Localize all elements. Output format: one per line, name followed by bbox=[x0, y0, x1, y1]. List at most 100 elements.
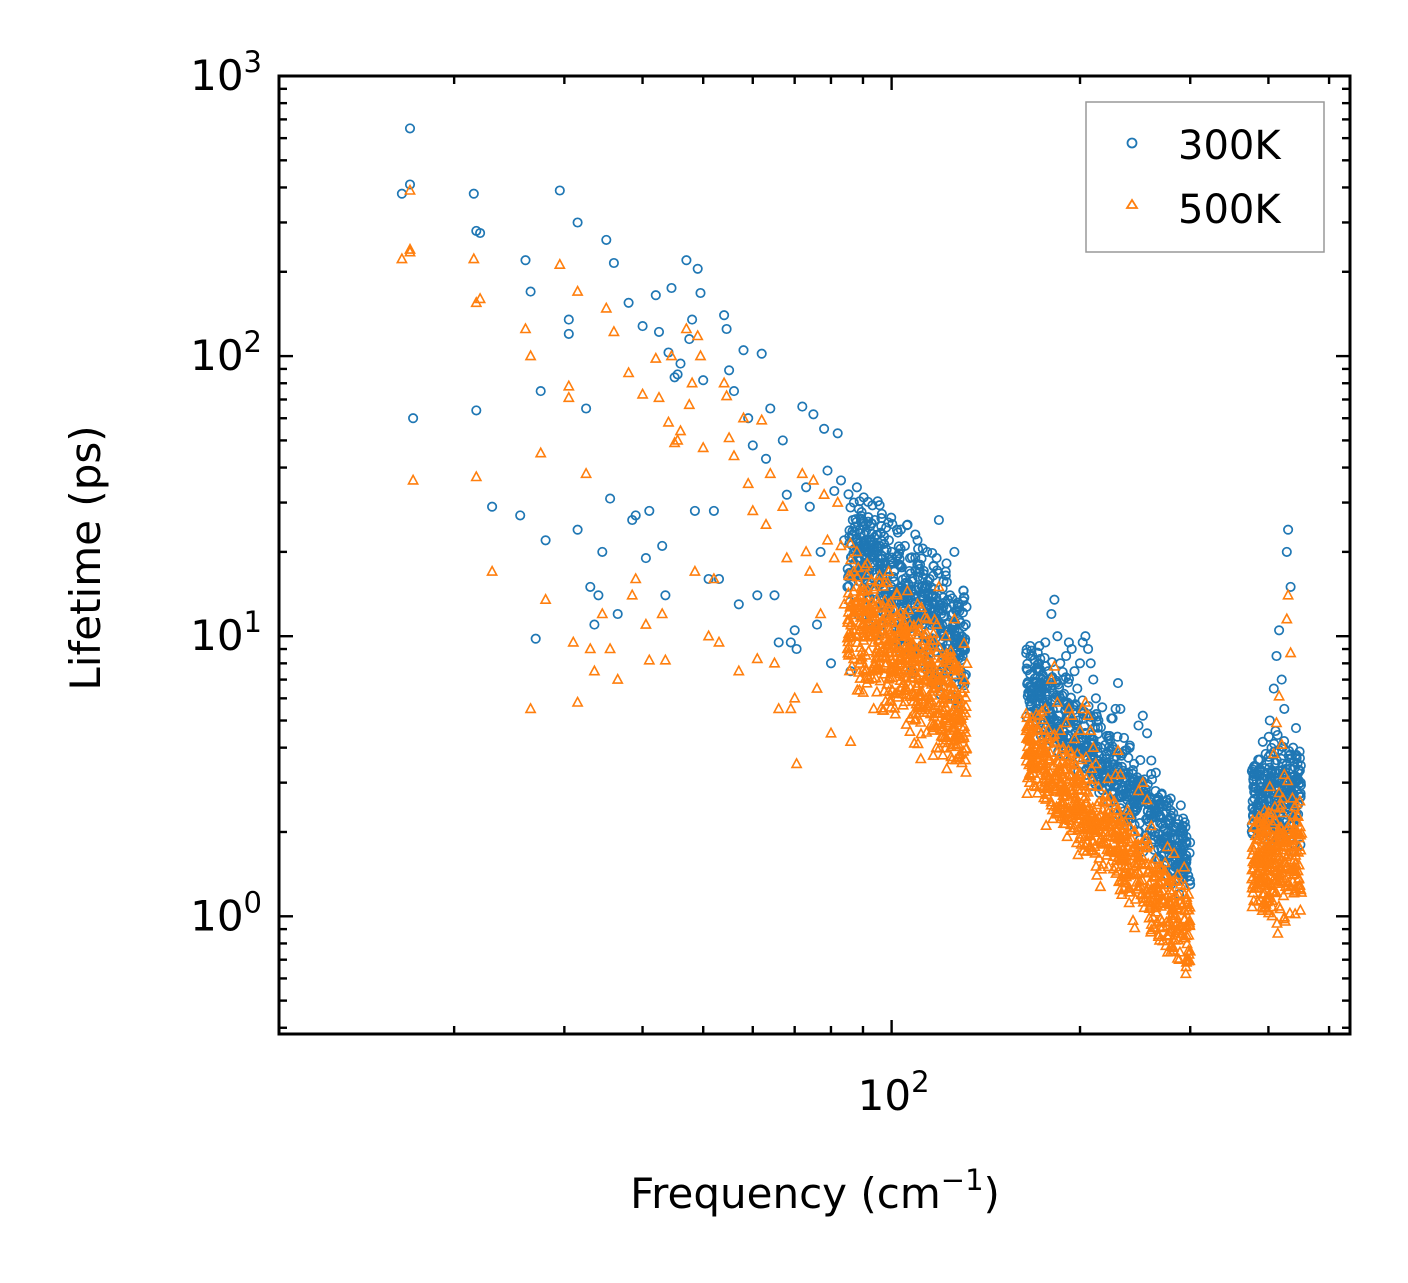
data-point-500k-747 bbox=[901, 645, 914, 657]
data-point-500k-610 bbox=[907, 670, 919, 682]
data-point-500k-1358 bbox=[1080, 750, 1092, 762]
data-point-500k-1333 bbox=[1128, 840, 1141, 852]
data-point-500k-1279 bbox=[1042, 752, 1055, 764]
data-point-500k-1018 bbox=[1179, 879, 1192, 891]
data-point-300k-1243 bbox=[1022, 665, 1033, 676]
data-point-500k-1402 bbox=[1183, 900, 1196, 912]
data-point-500k-1616 bbox=[1246, 900, 1259, 912]
data-point-500k-452 bbox=[842, 648, 855, 660]
data-point-300k-139 bbox=[1049, 594, 1060, 605]
data-point-500k-54 bbox=[718, 376, 731, 388]
data-point-500k-1364 bbox=[1179, 920, 1192, 932]
data-point-500k-1274 bbox=[1085, 804, 1098, 816]
data-point-500k-143 bbox=[1060, 716, 1073, 728]
data-point-300k-853 bbox=[1026, 645, 1037, 656]
data-point-300k-663 bbox=[958, 592, 970, 603]
data-point-300k-127 bbox=[949, 546, 960, 557]
data-point-300k-1559 bbox=[1286, 776, 1298, 787]
data-point-500k-58 bbox=[732, 664, 745, 676]
data-point-500k-676 bbox=[953, 731, 965, 743]
data-point-500k-1365 bbox=[1095, 831, 1108, 843]
data-point-500k-1257 bbox=[1166, 886, 1178, 898]
x-axis-label: Frequency (cm−1) bbox=[630, 1163, 1000, 1218]
data-point-500k-1507 bbox=[1293, 794, 1306, 806]
data-point-300k-24 bbox=[608, 257, 619, 269]
data-point-500k-0 bbox=[395, 252, 408, 264]
data-point-500k-145 bbox=[1065, 709, 1078, 721]
data-point-500k-1404 bbox=[1090, 798, 1103, 810]
data-point-300k-1021 bbox=[1021, 644, 1032, 655]
data-point-300k-617 bbox=[929, 584, 940, 595]
data-point-300k-69 bbox=[781, 489, 792, 500]
data-point-300k-50 bbox=[698, 375, 709, 386]
data-point-500k-148 bbox=[1074, 724, 1086, 736]
data-point-500k-52 bbox=[707, 572, 720, 584]
data-point-500k-1088 bbox=[1175, 927, 1188, 939]
data-point-500k-954 bbox=[1166, 906, 1179, 918]
data-point-500k-1317 bbox=[1051, 806, 1064, 818]
data-point-500k-1165 bbox=[1069, 808, 1082, 820]
data-point-500k-141 bbox=[1054, 724, 1067, 736]
data-point-500k-532 bbox=[959, 706, 972, 718]
data-point-500k-1611 bbox=[1251, 854, 1264, 866]
data-point-500k-46 bbox=[686, 376, 699, 388]
data-point-500k-57 bbox=[728, 449, 740, 461]
data-point-300k-62 bbox=[752, 590, 763, 601]
data-point-300k-47 bbox=[689, 505, 700, 516]
data-point-500k-138 bbox=[1045, 672, 1058, 684]
data-point-500k-55 bbox=[720, 389, 733, 401]
data-point-300k-1011 bbox=[1060, 672, 1071, 683]
data-point-500k-679 bbox=[923, 699, 935, 711]
data-point-500k-710 bbox=[882, 612, 895, 624]
data-point-500k-154 bbox=[1089, 757, 1102, 769]
data-point-300k-1418 bbox=[1249, 793, 1260, 804]
data-point-500k-59 bbox=[737, 411, 750, 423]
data-point-500k-185 bbox=[1270, 716, 1283, 728]
data-point-500k-382 bbox=[947, 721, 960, 733]
data-point-500k-1151 bbox=[1021, 787, 1034, 799]
data-point-500k-741 bbox=[878, 667, 891, 679]
data-point-500k-567 bbox=[935, 684, 948, 696]
data-point-500k-68 bbox=[776, 500, 789, 512]
data-point-500k-1401 bbox=[1075, 801, 1088, 813]
data-point-500k-1347 bbox=[1027, 779, 1040, 791]
data-point-500k-111 bbox=[911, 597, 924, 609]
data-point-500k-72 bbox=[790, 757, 803, 769]
data-point-500k-1071 bbox=[1037, 780, 1050, 792]
data-point-500k-1679 bbox=[1294, 883, 1307, 895]
data-point-500k-1330 bbox=[1058, 807, 1071, 819]
data-point-500k-1410 bbox=[1059, 763, 1072, 775]
data-point-300k-185 bbox=[1271, 650, 1282, 662]
data-point-500k-5 bbox=[467, 252, 480, 264]
data-point-500k-749 bbox=[929, 718, 942, 730]
data-point-300k-17 bbox=[563, 328, 574, 339]
data-point-500k-64 bbox=[760, 518, 772, 530]
data-point-300k-160 bbox=[1112, 678, 1124, 689]
data-point-300k-71 bbox=[789, 625, 800, 636]
data-point-500k-1315 bbox=[1111, 803, 1124, 815]
data-point-500k-1646 bbox=[1262, 888, 1275, 900]
data-point-500k-37 bbox=[656, 607, 669, 619]
data-point-300k-74 bbox=[801, 482, 812, 493]
data-point-500k-79 bbox=[818, 488, 831, 500]
data-point-500k-1322 bbox=[1043, 771, 1056, 783]
data-point-300k-38 bbox=[660, 590, 671, 601]
data-point-500k-575 bbox=[897, 614, 910, 626]
data-point-500k-875 bbox=[1136, 873, 1149, 885]
data-point-500k-613 bbox=[944, 650, 957, 662]
data-point-500k-1015 bbox=[1154, 912, 1167, 924]
data-point-500k-681 bbox=[954, 692, 967, 704]
data-point-300k-189 bbox=[1281, 546, 1292, 557]
data-point-500k-1249 bbox=[1141, 840, 1153, 852]
data-point-500k-1387 bbox=[1047, 730, 1060, 742]
data-point-500k-1326 bbox=[1121, 803, 1134, 815]
data-point-500k-139 bbox=[1048, 659, 1061, 671]
data-point-500k-744 bbox=[873, 568, 886, 580]
data-point-500k-1334 bbox=[1102, 806, 1115, 818]
data-point-500k-1145 bbox=[1029, 731, 1042, 743]
data-point-500k-1687 bbox=[1284, 880, 1297, 892]
data-point-500k-759 bbox=[1035, 704, 1048, 716]
data-point-500k-1384 bbox=[1183, 947, 1195, 959]
data-point-500k-241 bbox=[867, 582, 880, 594]
data-point-500k-31 bbox=[629, 572, 642, 584]
